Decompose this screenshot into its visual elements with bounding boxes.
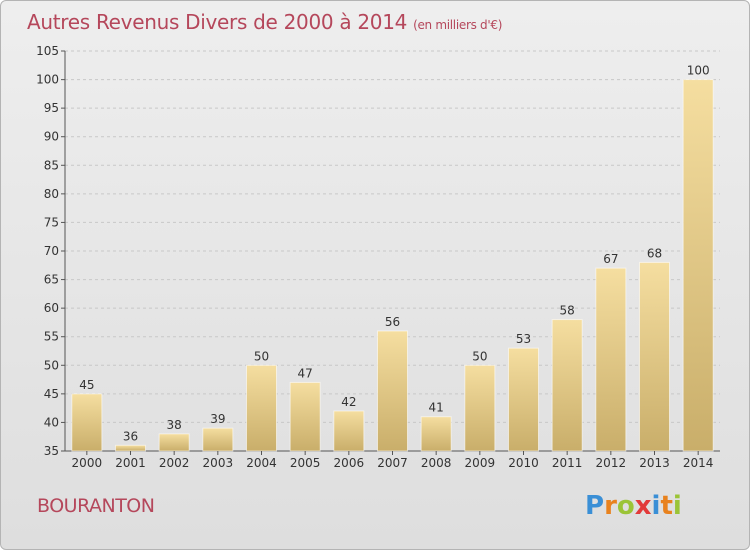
bar-value-label: 42 <box>341 395 356 409</box>
x-tick-label: 2014 <box>683 456 714 470</box>
x-tick-label: 2005 <box>290 456 321 470</box>
x-tick-label: 2007 <box>377 456 408 470</box>
chart-title-text: Autres Revenus Divers de 2000 à 2014 <box>27 10 408 34</box>
y-tick-label: 50 <box>44 358 59 372</box>
bar-value-label: 58 <box>560 304 575 318</box>
bar-2001 <box>115 444 146 452</box>
y-tick-label: 100 <box>36 73 59 87</box>
x-tick-label: 2010 <box>508 456 539 470</box>
x-tick-label: 2012 <box>596 456 627 470</box>
bar-value-label: 38 <box>167 418 182 432</box>
y-tick-label: 45 <box>44 387 59 401</box>
y-tick-label: 65 <box>44 273 59 287</box>
city-name: BOURANTON <box>37 495 155 517</box>
bar-2007 <box>377 330 408 452</box>
y-tick-label: 105 <box>36 44 59 58</box>
bar-2008 <box>420 416 452 452</box>
bar-2011 <box>551 319 583 452</box>
bar-value-label: 100 <box>687 64 710 78</box>
y-tick-label: 40 <box>44 415 59 429</box>
y-tick-label: 60 <box>44 301 59 315</box>
bar-2002 <box>158 433 190 452</box>
bar-value-label: 68 <box>647 246 662 260</box>
bar-2000 <box>71 393 103 452</box>
x-tick-label: 2001 <box>115 456 146 470</box>
x-tick-label: 2003 <box>203 456 234 470</box>
x-tick-label: 2006 <box>334 456 365 470</box>
bar-2012 <box>595 267 627 452</box>
bar-value-label: 50 <box>472 349 487 363</box>
bar-2014 <box>682 79 714 452</box>
chart-title: Autres Revenus Divers de 2000 à 2014 (en … <box>27 10 502 34</box>
bar-value-label: 45 <box>79 378 94 392</box>
y-tick-label: 90 <box>44 130 59 144</box>
bar-2013 <box>639 261 670 452</box>
x-tick-label: 2013 <box>639 456 670 470</box>
bar-value-label: 67 <box>603 252 618 266</box>
y-tick-label: 85 <box>44 158 59 172</box>
bar-2003 <box>202 427 234 452</box>
bar-value-label: 36 <box>123 429 138 443</box>
bar-2006 <box>333 410 365 452</box>
x-tick-label: 2011 <box>552 456 583 470</box>
proxiti-logo: Proxiti <box>585 491 682 521</box>
bar-2010 <box>508 347 539 452</box>
bar-value-label: 39 <box>210 412 225 426</box>
y-tick-label: 95 <box>44 101 59 115</box>
y-tick-label: 80 <box>44 187 59 201</box>
bar-value-label: 53 <box>516 332 531 346</box>
chart-unit: (en milliers d'€) <box>413 18 503 32</box>
y-tick-label: 55 <box>44 330 59 344</box>
bar-2005 <box>289 381 321 452</box>
bar-value-label: 41 <box>429 401 444 415</box>
x-tick-label: 2002 <box>159 456 190 470</box>
y-tick-label: 35 <box>44 444 59 458</box>
svg-text:Proxiti: Proxiti <box>585 491 682 521</box>
y-tick-label: 75 <box>44 215 59 229</box>
x-tick-label: 2008 <box>421 456 452 470</box>
bar-2009 <box>464 364 496 452</box>
x-tick-label: 2000 <box>72 456 103 470</box>
bar-value-label: 50 <box>254 349 269 363</box>
x-tick-label: 2009 <box>465 456 496 470</box>
bar-2004 <box>246 364 277 452</box>
y-tick-label: 70 <box>44 244 59 258</box>
bar-value-label: 47 <box>298 366 313 380</box>
x-tick-label: 2004 <box>246 456 277 470</box>
bar-value-label: 56 <box>385 315 400 329</box>
